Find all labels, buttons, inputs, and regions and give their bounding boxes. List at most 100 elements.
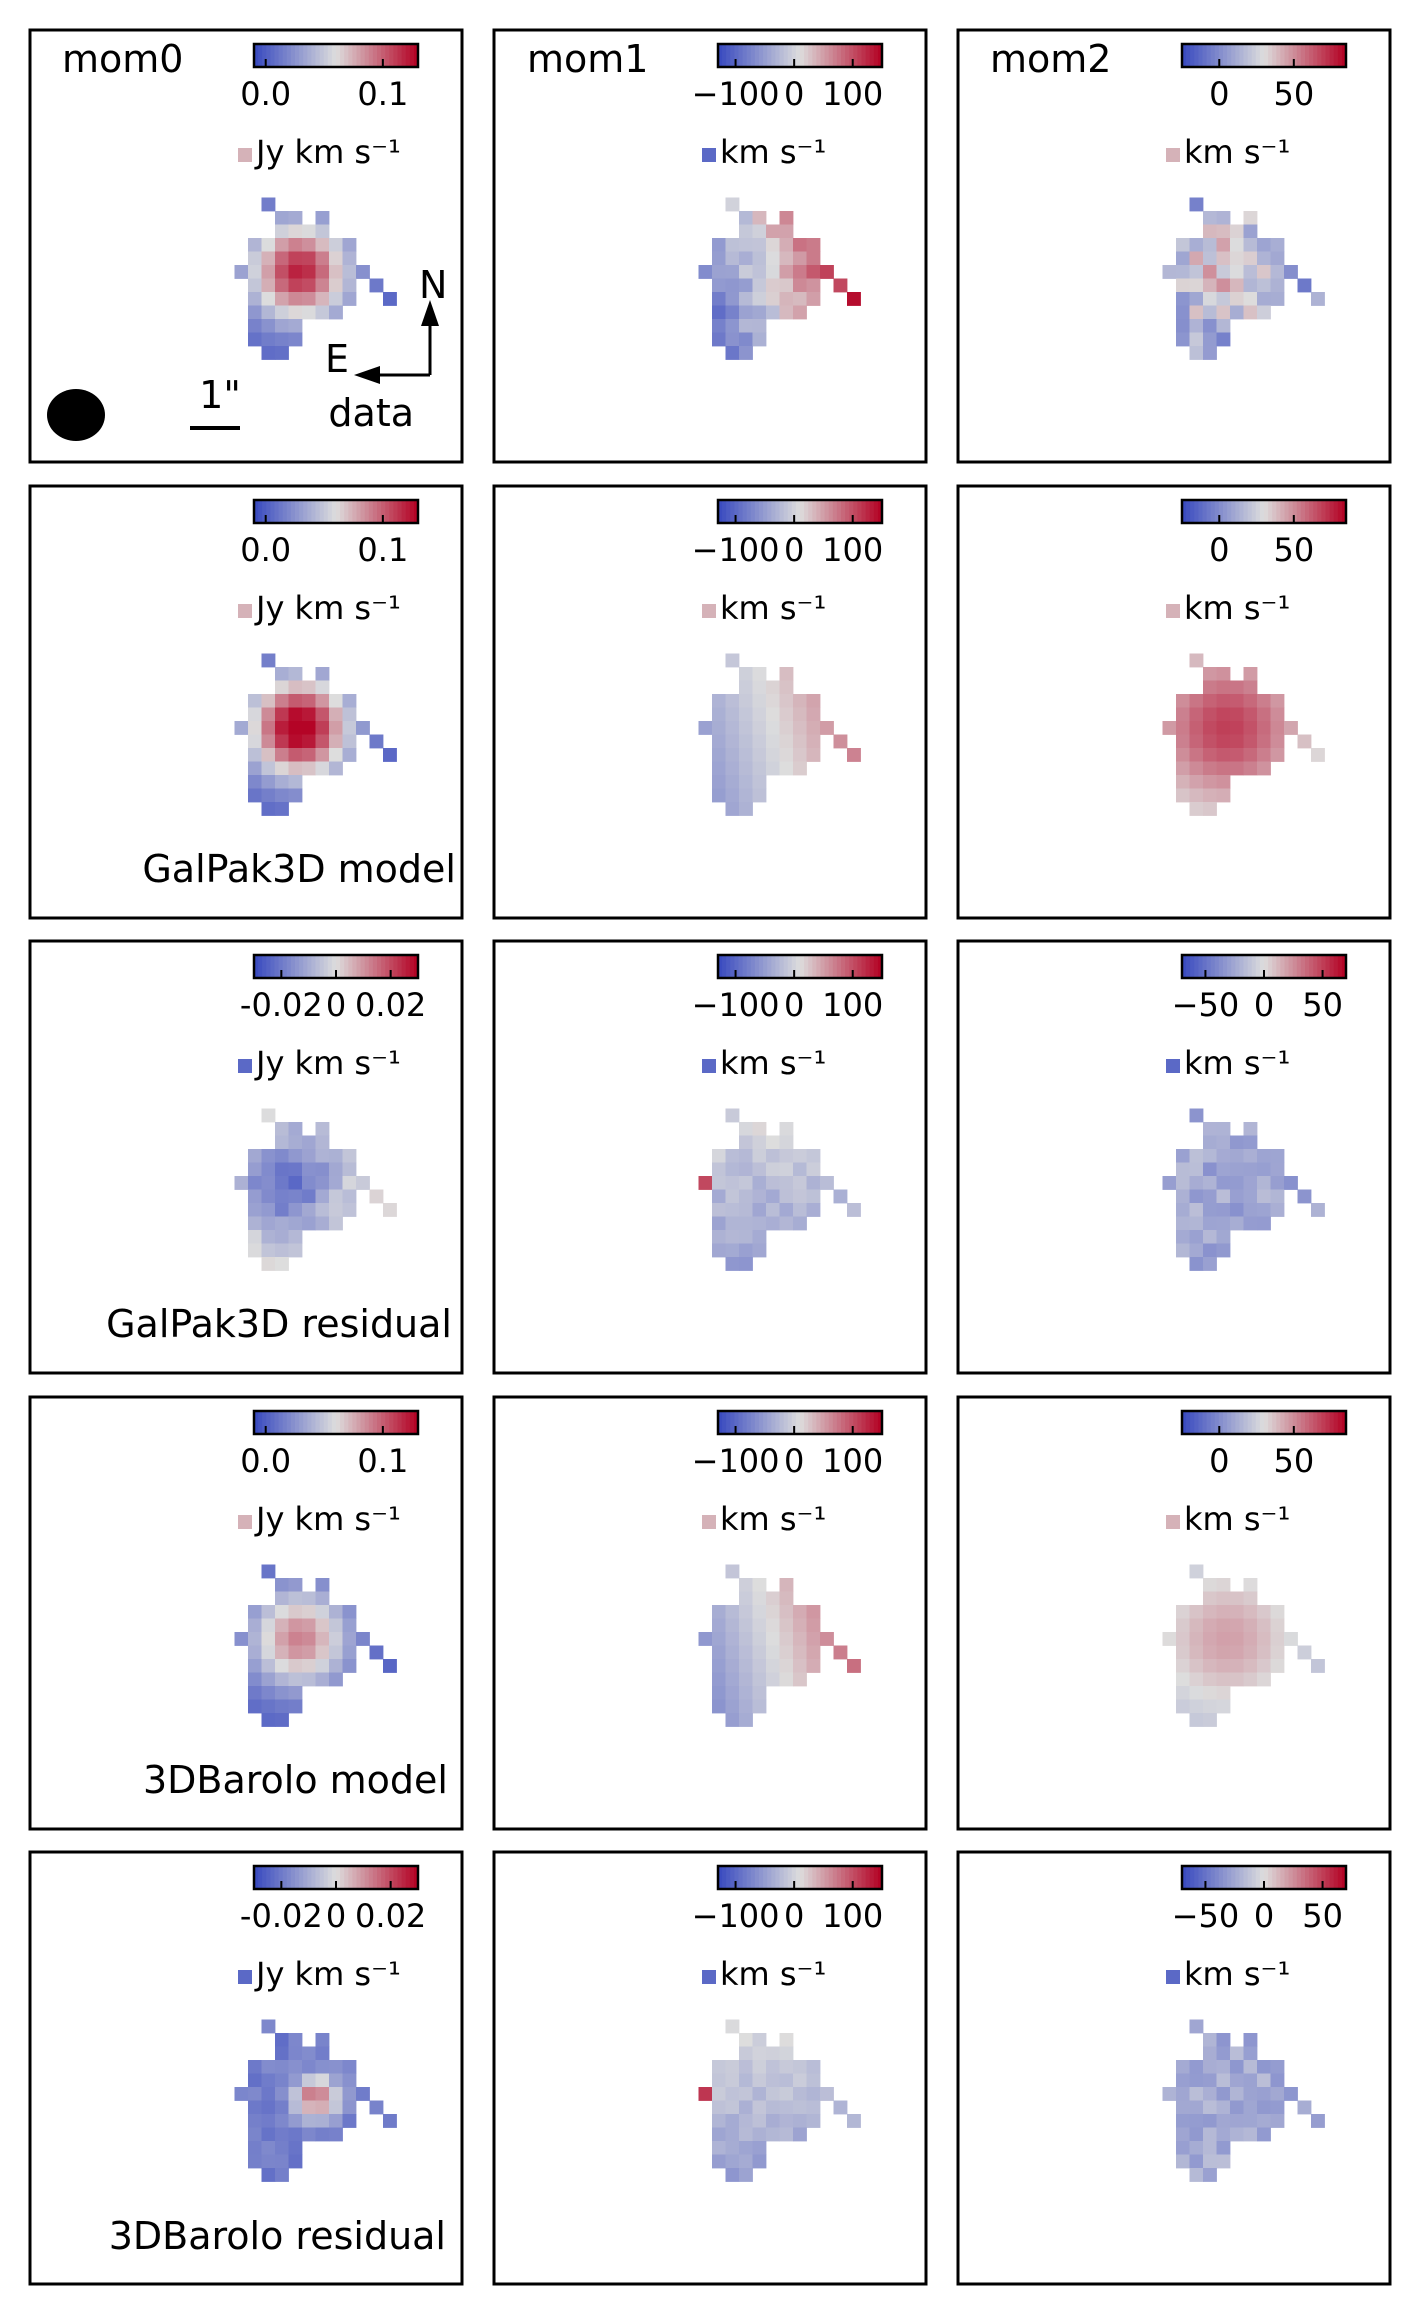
heatmap-cell <box>793 2114 807 2128</box>
colorbar-segment <box>1206 44 1212 67</box>
heatmap-cell <box>793 748 807 762</box>
colorbar-segment <box>282 955 288 978</box>
legend-marker <box>1166 1515 1180 1529</box>
colorbar-segment <box>270 1866 276 1889</box>
colorbar-segment <box>393 955 399 978</box>
heatmap-cell <box>302 2060 316 2074</box>
heatmap-cell <box>793 1176 807 1190</box>
heatmap-cell <box>779 1618 794 1633</box>
heatmap-cell <box>725 707 740 722</box>
heatmap-cell <box>315 2046 330 2061</box>
colorbar-segment <box>1272 44 1277 67</box>
heatmap-cell <box>1189 1699 1204 1714</box>
heatmap-cell <box>261 761 276 776</box>
panel-frame <box>492 1395 928 1831</box>
colorbar-segment <box>1255 955 1261 978</box>
heatmap-cell <box>1216 707 1231 722</box>
colorbar-segment <box>775 500 781 523</box>
colorbar-segment <box>873 1411 879 1434</box>
panel-frame <box>956 28 1392 464</box>
heatmap-cell <box>725 1176 740 1190</box>
heatmap-cell <box>248 788 262 803</box>
heatmap-cell <box>725 2127 740 2142</box>
heatmap-cell <box>779 694 794 708</box>
colorbar-segment <box>1194 955 1199 978</box>
heatmap-cell <box>806 1605 821 1619</box>
heatmap-cell <box>712 319 726 333</box>
heatmap-cell <box>806 721 821 735</box>
heatmap-cell <box>779 1203 794 1217</box>
colorbar-segment <box>1309 1866 1314 1889</box>
heatmap-cell <box>302 1659 316 1673</box>
heatmap-cell <box>752 1176 767 1190</box>
colorbar-segment <box>869 500 875 523</box>
heatmap-cell <box>1203 1659 1217 1673</box>
colorbar-segment <box>759 500 764 523</box>
colorbar-unit-label: km s⁻¹ <box>1184 1044 1290 1082</box>
colorbar-segment <box>836 500 842 523</box>
colorbar-segment <box>413 500 419 523</box>
heatmap-cell <box>806 734 821 749</box>
heatmap-cell <box>275 1162 289 1177</box>
heatmap-cell <box>261 1713 276 1727</box>
heatmap-cell <box>739 332 753 347</box>
colorbar-segment <box>718 500 723 523</box>
colorbar-segment <box>1227 1866 1232 1889</box>
heatmap-cell <box>1270 278 1285 293</box>
heatmap-cell <box>288 1149 303 1163</box>
colorbar-segment <box>1239 1866 1245 1889</box>
colorbar-segment <box>763 955 768 978</box>
colorbar-segment <box>787 44 793 67</box>
colorbar-unit-label: Jy km s⁻¹ <box>254 1955 401 1993</box>
column-label-mom2: mom2 <box>990 37 1111 81</box>
heatmap-cell <box>752 265 767 279</box>
heatmap-cell <box>1189 748 1204 762</box>
heatmap-cell <box>1270 2087 1285 2101</box>
heatmap-cell <box>315 1632 330 1646</box>
colorbar-segment <box>389 1866 394 1889</box>
colorbar-segment <box>372 955 378 978</box>
heatmap-cell <box>1176 1243 1190 1258</box>
heatmap-cell <box>779 667 794 681</box>
heatmap-cell <box>1176 332 1190 347</box>
heatmap-cell <box>275 278 289 293</box>
colorbar-segment <box>1247 500 1253 523</box>
colorbar-segment <box>372 1866 378 1889</box>
heatmap-cell <box>275 332 289 347</box>
colorbar-segment <box>791 955 797 978</box>
colorbar-segment <box>722 44 727 67</box>
colorbar-segment <box>327 44 333 67</box>
row-label-barolo-residual: 3DBarolo residual <box>109 2214 446 2258</box>
colorbar-segment <box>315 955 321 978</box>
heatmap-cell <box>779 2073 794 2088</box>
heatmap-cell <box>288 1135 303 1150</box>
heatmap-cell <box>725 1108 740 1123</box>
heatmap-cell <box>329 761 343 776</box>
heatmap-cell <box>1243 707 1258 722</box>
heatmap-cell <box>847 2114 861 2128</box>
heatmap-cell <box>779 2100 794 2115</box>
colorbar-segment <box>861 1866 867 1889</box>
heatmap-cell <box>712 1672 726 1687</box>
heatmap-cell <box>1257 1672 1271 1687</box>
heatmap-cell <box>725 1243 740 1258</box>
column-label-mom0: mom0 <box>62 37 183 81</box>
heatmap-cell <box>329 1149 343 1163</box>
colorbar-segment <box>1325 500 1331 523</box>
heatmap-cell <box>1189 1162 1204 1177</box>
colorbar-segment <box>853 44 858 67</box>
heatmap-cell <box>1216 788 1231 803</box>
heatmap-cell <box>288 721 303 735</box>
colorbar-segment <box>775 1411 781 1434</box>
heatmap-cell <box>1216 238 1231 252</box>
colorbar-unit-label: km s⁻¹ <box>720 1500 826 1538</box>
colorbar-segment <box>746 1866 752 1889</box>
heatmap-cell <box>752 775 767 789</box>
colorbar-segment <box>1321 500 1327 523</box>
colorbar-segment <box>266 44 271 67</box>
colorbar-unit-label: Jy km s⁻¹ <box>254 133 401 171</box>
colorbar-segment <box>1296 1411 1302 1434</box>
colorbar-segment <box>1280 1411 1286 1434</box>
colorbar-segment <box>869 1411 875 1434</box>
heatmap-cell <box>275 761 289 776</box>
